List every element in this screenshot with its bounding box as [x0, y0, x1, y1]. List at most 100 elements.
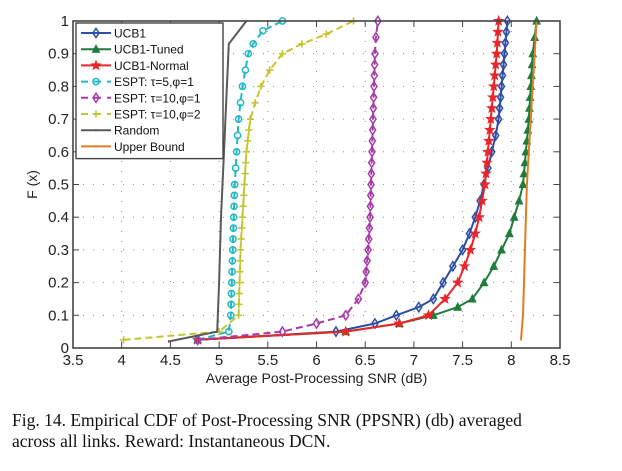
data-point	[365, 222, 374, 235]
data-point	[480, 167, 492, 179]
legend-label: Upper Bound	[114, 140, 185, 154]
data-point	[234, 311, 243, 319]
data-point	[489, 261, 499, 270]
data-point	[458, 243, 467, 256]
data-point	[231, 164, 240, 172]
data-point	[90, 59, 102, 71]
data-point	[249, 40, 258, 48]
series-line	[197, 20, 283, 341]
data-point	[518, 179, 528, 189]
data-point	[501, 36, 510, 49]
data-point	[230, 180, 239, 189]
data-point	[339, 325, 352, 337]
data-point	[238, 82, 247, 91]
y-tick-label: 1	[61, 13, 69, 30]
data-point	[298, 40, 306, 48]
x-tick-label: 6.5	[355, 352, 376, 369]
data-point	[458, 260, 471, 272]
data-point	[479, 178, 491, 190]
data-point	[227, 289, 236, 298]
x-tick-label: 4	[118, 352, 126, 369]
data-point	[229, 235, 237, 243]
x-tick-label: 8.5	[550, 352, 571, 369]
data-point	[469, 227, 482, 239]
data-point	[224, 327, 233, 336]
data-point	[232, 147, 241, 156]
data-point	[236, 98, 245, 107]
data-point	[238, 224, 246, 232]
series-line	[123, 20, 354, 341]
data-point	[487, 80, 500, 92]
data-point	[332, 325, 340, 338]
y-tick-label: 0.9	[48, 46, 69, 63]
data-point	[226, 311, 235, 320]
data-point	[499, 58, 508, 71]
legend-item: ESPT: τ=5,φ=1	[81, 75, 194, 89]
ticks: 3.5 4 4.5 5 5.5 6 6.5 7 7.5 8 8.5 0 0.1 0.2 0.3 0.4 0.5 0…	[48, 13, 570, 369]
data-point	[230, 191, 239, 200]
data-point	[367, 156, 376, 169]
series-4	[193, 15, 382, 346]
data-point	[369, 102, 378, 115]
data-point	[464, 243, 477, 255]
data-point	[241, 170, 249, 178]
y-tick-label: 0.3	[48, 242, 69, 259]
data-point	[354, 292, 363, 305]
y-tick-label: 0.4	[48, 209, 69, 226]
data-point	[484, 123, 496, 135]
data-point	[393, 317, 406, 329]
data-point	[370, 69, 379, 82]
data-point	[473, 211, 485, 223]
data-point	[259, 26, 267, 35]
data-point	[490, 58, 502, 70]
legend-item: UCB1	[81, 27, 146, 41]
data-point	[486, 102, 498, 114]
x-tick-label: 5.5	[257, 352, 278, 369]
data-point	[92, 27, 100, 39]
data-point	[92, 77, 100, 86]
figure-caption: Fig. 14. Empirical CDF of Post-Processin…	[12, 410, 610, 452]
data-point	[238, 213, 247, 221]
data-point	[497, 244, 506, 254]
data-point	[486, 91, 499, 103]
data-point	[482, 145, 494, 157]
data-point	[228, 256, 237, 265]
data-point	[491, 129, 500, 142]
y-tick-label: 0	[61, 340, 69, 357]
y-tick-label: 0.6	[48, 144, 69, 161]
data-point	[520, 157, 530, 167]
data-point	[500, 47, 509, 60]
legend-label: ESPT: τ=10,φ=2	[114, 108, 201, 122]
data-point	[233, 131, 242, 140]
x-tick-label: 5	[215, 352, 223, 369]
data-point	[227, 278, 236, 287]
data-point	[362, 265, 371, 278]
legend-label: ESPT: τ=10,φ=1	[114, 91, 201, 105]
data-point	[521, 146, 531, 156]
data-point	[341, 309, 350, 322]
data-point	[367, 167, 376, 180]
x-tick-label: 6	[312, 352, 320, 369]
data-point	[236, 257, 244, 265]
legend-item: UCB1-Normal	[81, 59, 189, 73]
data-point	[392, 309, 401, 322]
series-7	[520, 19, 538, 342]
data-point	[519, 168, 529, 178]
legend-label: ESPT: τ=5,φ=1	[114, 75, 194, 89]
data-point	[467, 293, 477, 303]
data-point	[251, 99, 259, 107]
data-point	[278, 325, 287, 338]
y-axis-label: F (x)	[24, 170, 40, 199]
data-point	[364, 243, 373, 256]
data-point	[246, 115, 254, 123]
x-axis-label: Average Post-Processing SNR (dB)	[206, 370, 428, 386]
data-point	[322, 30, 330, 38]
data-point	[491, 36, 504, 48]
data-point	[266, 66, 274, 74]
data-point	[451, 276, 464, 288]
cdf-chart: 3.5 4 4.5 5 5.5 6 6.5 7 7.5 8 8.5 0 0.1 0.2 0.3 0.4 0.5 0…	[24, 13, 570, 386]
data-point	[497, 80, 506, 93]
data-point	[368, 145, 376, 158]
data-point	[476, 194, 488, 206]
data-point	[479, 277, 489, 287]
